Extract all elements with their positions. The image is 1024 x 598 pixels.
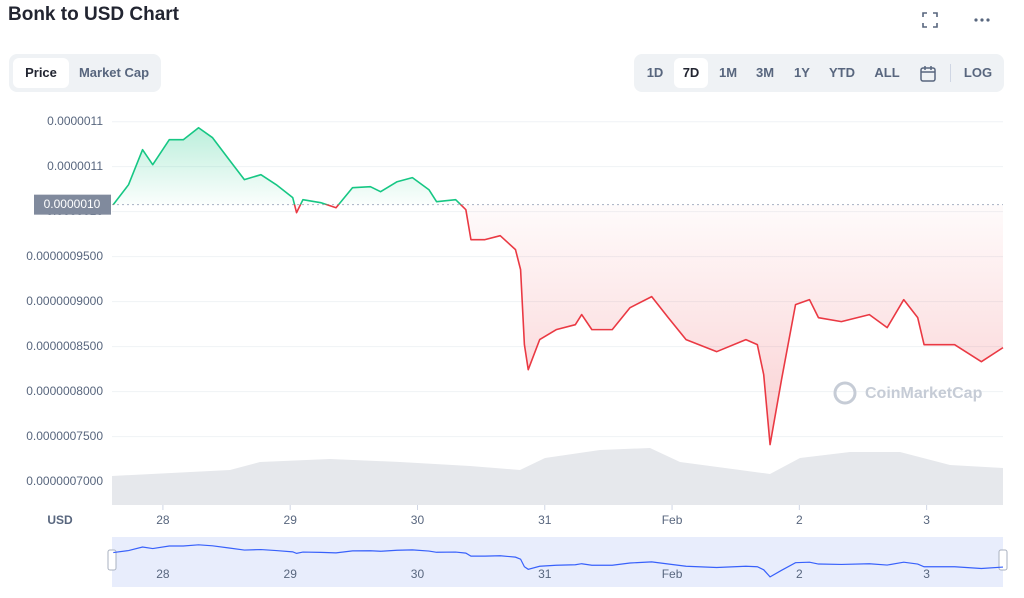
y-tick-label: 0.0000009000 bbox=[26, 294, 103, 308]
y-tick-label: 0.0000009500 bbox=[26, 249, 103, 263]
range-button[interactable]: ALL bbox=[874, 65, 900, 80]
navigator-tick-label: Feb bbox=[662, 567, 683, 581]
navigator-tick-label: 31 bbox=[538, 567, 552, 581]
x-tick-label: 2 bbox=[796, 513, 803, 527]
price-line bbox=[112, 126, 1004, 446]
range-button[interactable]: YTD bbox=[829, 65, 855, 80]
fullscreen-icon[interactable] bbox=[922, 12, 938, 28]
range-group: 1D 7D 1M 3M 1Y YTD ALL LOG bbox=[634, 54, 1004, 92]
navigator-window[interactable] bbox=[112, 537, 1003, 587]
y-tick-label: 0.0000007000 bbox=[26, 474, 103, 488]
y-tick-label: 0.0000011 bbox=[47, 159, 103, 173]
baseline-marker bbox=[34, 194, 111, 215]
volume-band bbox=[112, 448, 1003, 505]
navigator-tick-label: 30 bbox=[411, 567, 425, 581]
navigator-line bbox=[113, 544, 1004, 578]
range-button[interactable]: 7D bbox=[674, 58, 708, 88]
tab-group: Price Market Cap bbox=[9, 54, 161, 92]
toolbar-icons bbox=[922, 12, 990, 28]
calendar-icon[interactable] bbox=[919, 65, 937, 83]
y-tick-label: 0.0000007500 bbox=[26, 429, 103, 443]
watermark-text: CoinMarketCap bbox=[865, 385, 983, 402]
x-tick-label: 31 bbox=[538, 513, 552, 527]
baseline-label: 0.0000010 bbox=[44, 197, 101, 211]
range-button[interactable]: 1D bbox=[646, 65, 664, 80]
separator bbox=[950, 64, 951, 82]
watermark: CoinMarketCap bbox=[833, 381, 983, 405]
range-button[interactable]: 1Y bbox=[794, 65, 810, 80]
more-icon[interactable] bbox=[974, 18, 990, 22]
x-tick-label: 28 bbox=[156, 513, 170, 527]
y-tick-label: 0.0000008000 bbox=[26, 384, 103, 398]
tab[interactable]: Market Cap bbox=[78, 65, 150, 80]
navigator-tick-label: 29 bbox=[284, 567, 298, 581]
range-button[interactable]: 3M bbox=[755, 65, 775, 80]
x-tick-label: 29 bbox=[284, 513, 298, 527]
navigator-handle[interactable] bbox=[998, 549, 1008, 571]
range-button[interactable]: 1M bbox=[718, 65, 738, 80]
range-button[interactable]: LOG bbox=[963, 65, 993, 80]
navigator-handle[interactable] bbox=[107, 549, 117, 571]
x-tick-label: 30 bbox=[411, 513, 425, 527]
chart-title: Bonk to USD Chart bbox=[8, 4, 179, 25]
y-tick-label: 0.0000008500 bbox=[26, 339, 103, 353]
x-tick-label: Feb bbox=[662, 513, 683, 527]
tab[interactable]: Price bbox=[13, 58, 69, 88]
y-axis-label: USD bbox=[47, 513, 73, 527]
y-tick-label: 0.0000011 bbox=[47, 114, 103, 128]
navigator-tick-label: 28 bbox=[156, 567, 170, 581]
navigator-tick-label: 2 bbox=[796, 567, 803, 581]
navigator-tick-label: 3 bbox=[923, 567, 930, 581]
x-tick-label: 3 bbox=[923, 513, 930, 527]
